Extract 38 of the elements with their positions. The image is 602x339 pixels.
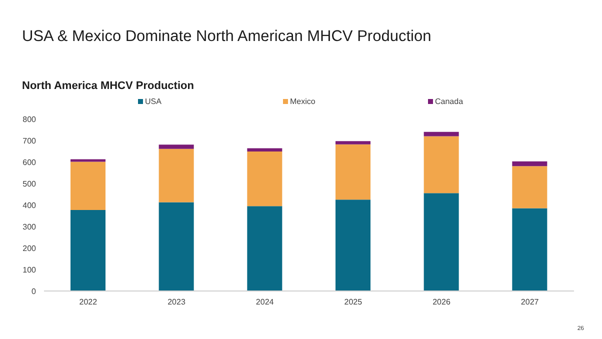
x-tick-label: 2027 — [520, 298, 540, 307]
bar — [247, 148, 282, 152]
y-tick-label: 100 — [22, 265, 37, 274]
legend-label: Canada — [435, 97, 464, 106]
x-tick-label: 2022 — [79, 298, 98, 307]
bar — [336, 141, 370, 144]
bar — [424, 193, 459, 291]
x-tick-label: 2026 — [432, 298, 451, 307]
bar — [336, 144, 370, 200]
x-tick-label: 2024 — [256, 298, 274, 307]
y-tick-label: 300 — [22, 222, 37, 232]
y-tick-label: 0 — [32, 286, 37, 296]
bar — [512, 161, 548, 166]
bar — [158, 144, 194, 149]
bar — [247, 151, 282, 206]
bar — [247, 206, 282, 291]
y-tick-label: 200 — [22, 244, 37, 253]
y-tick-label: 700 — [22, 136, 37, 146]
bar — [70, 210, 106, 291]
y-tick-label: 500 — [22, 179, 37, 188]
bar — [424, 136, 459, 194]
bar — [70, 159, 106, 162]
bar — [336, 200, 370, 291]
bar — [158, 202, 194, 291]
legend-label: Mexico — [290, 97, 316, 106]
y-tick-label: 800 — [22, 114, 37, 124]
chart-title: USA & Mexico Dominate North American MHCV Production — [22, 28, 432, 46]
chart-subtitle: North America MHCV Production — [22, 80, 194, 92]
y-tick-label: 400 — [22, 200, 37, 210]
bar — [158, 148, 194, 202]
bar — [512, 208, 548, 291]
bar — [512, 166, 548, 208]
legend-label: USA — [145, 97, 162, 106]
x-tick-label: 2023 — [168, 298, 186, 307]
y-tick-label: 600 — [22, 158, 37, 167]
x-tick-label: 2025 — [344, 298, 363, 307]
bar — [70, 162, 106, 210]
bar — [424, 132, 459, 136]
